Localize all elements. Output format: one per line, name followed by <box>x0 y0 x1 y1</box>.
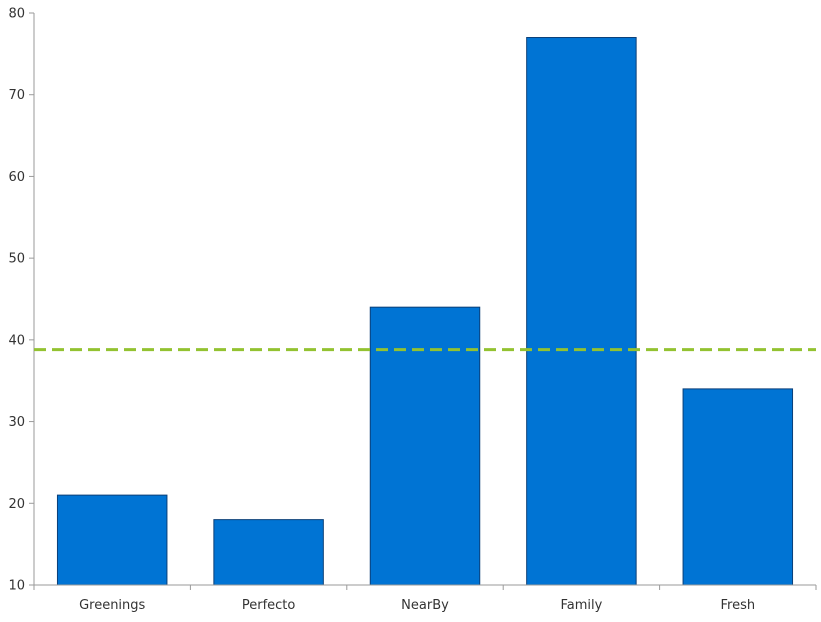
x-tick-label: Family <box>560 598 602 613</box>
y-tick-label: 80 <box>8 7 25 22</box>
y-tick-label: 10 <box>8 579 25 594</box>
y-tick-label: 70 <box>8 88 25 103</box>
y-tick-label: 30 <box>8 415 25 430</box>
y-tick-label: 50 <box>8 252 25 267</box>
y-axis-ticks: 10 20 30 40 50 60 70 80 <box>8 7 34 594</box>
x-tick-label: NearBy <box>401 598 449 613</box>
bars-group <box>56 37 794 586</box>
bar-fresh[interactable] <box>682 388 794 586</box>
bar-family[interactable] <box>526 37 637 586</box>
y-tick-label: 20 <box>8 497 25 512</box>
x-tick-label: Fresh <box>720 598 755 613</box>
x-tick-label: Greenings <box>79 598 145 613</box>
bar-nearby[interactable] <box>369 306 481 586</box>
bar-perfecto[interactable] <box>213 519 324 586</box>
bar-greenings[interactable] <box>56 494 168 586</box>
x-axis-ticks: Greenings Perfecto NearBy Family Fresh <box>33 585 817 613</box>
x-tick-label: Perfecto <box>242 598 296 613</box>
y-tick-label: 40 <box>8 333 25 348</box>
y-tick-label: 60 <box>8 170 25 185</box>
